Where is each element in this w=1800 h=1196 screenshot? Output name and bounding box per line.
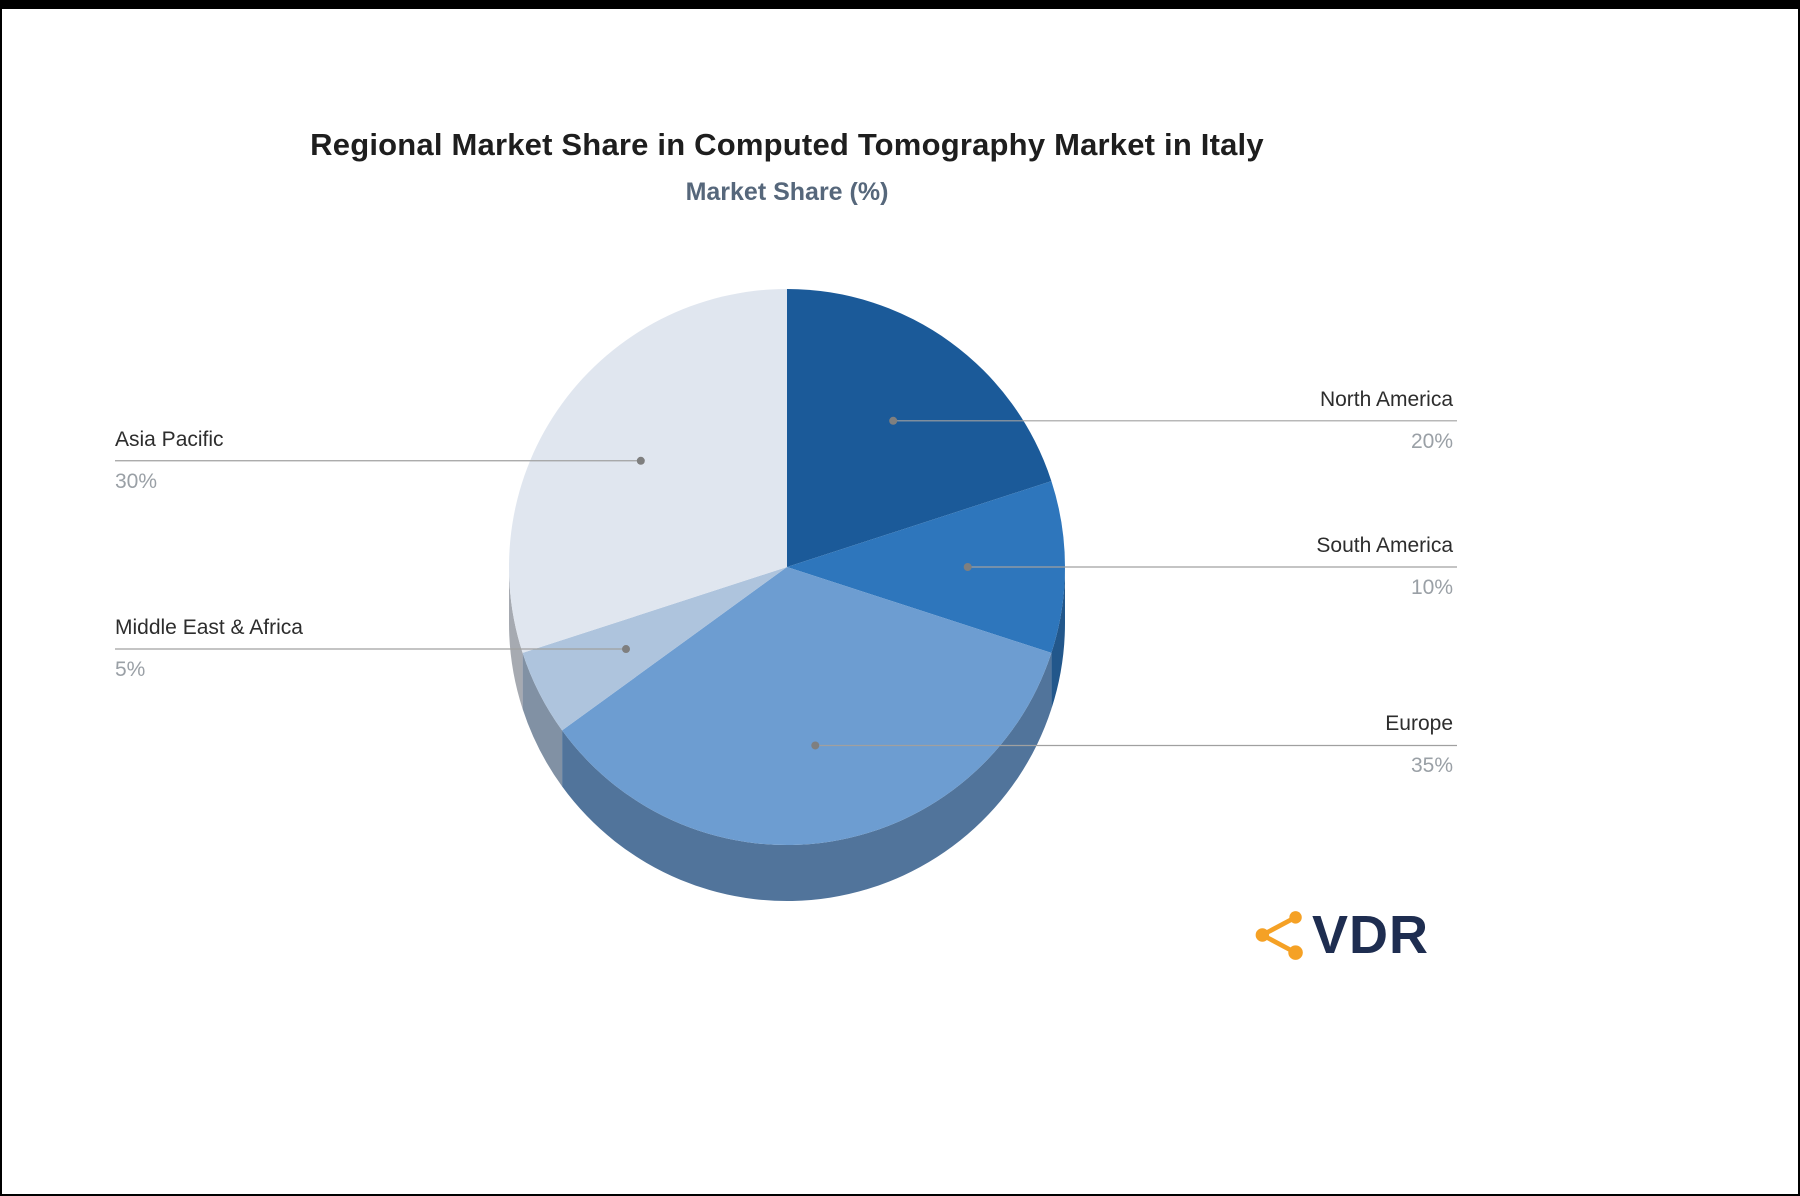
chart-title: Regional Market Share in Computed Tomogr…: [310, 127, 1264, 162]
leader-dot-1: [963, 563, 972, 571]
slice-label-name: South America: [1316, 534, 1453, 557]
pie-slice-side-2: [562, 652, 1052, 902]
pie-slice-4: [508, 289, 787, 653]
leader-dot-3: [621, 645, 630, 654]
slice-label-value: 30%: [115, 469, 158, 493]
leader-dot-4: [636, 456, 645, 465]
pie-slice-0: [787, 289, 1052, 567]
slice-label-value: 35%: [1410, 754, 1453, 778]
chart-subtitle: Market Share (%): [685, 178, 889, 206]
slice-label-value: 10%: [1410, 576, 1453, 599]
slice-label-name: Asia Pacific: [115, 427, 224, 451]
pie-slice-side-1: [1051, 567, 1065, 709]
pie-slice-side-4: [509, 567, 523, 709]
vdr-logo-text: VDR: [1312, 905, 1430, 965]
pie-chart: [115, 289, 1457, 902]
leader-dot-0: [889, 416, 898, 425]
share-network-icon: [1255, 911, 1303, 960]
vdr-logo: VDR: [1252, 904, 1429, 966]
slice-label-value: 20%: [1410, 429, 1453, 453]
leader-dot-2: [811, 741, 820, 750]
pie-slice-2: [562, 567, 1052, 845]
pie-slice-1: [787, 481, 1065, 653]
pie-slice-side-3: [522, 652, 563, 787]
slice-label-value: 5%: [115, 658, 146, 682]
slice-label-name: Middle East & Africa: [115, 616, 303, 640]
pie-slice-3: [522, 567, 787, 731]
slice-label-name: Europe: [1385, 712, 1453, 736]
slice-label-name: North America: [1319, 387, 1453, 411]
